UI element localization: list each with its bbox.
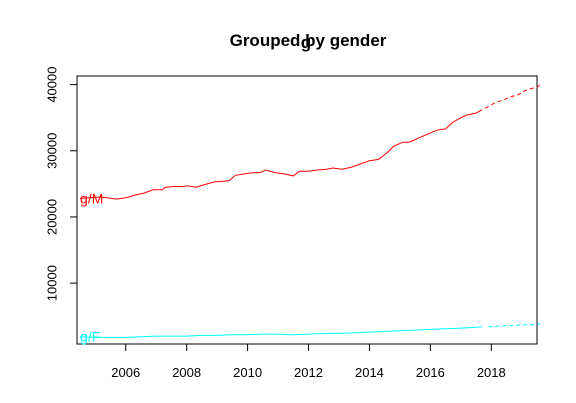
series-label-g-m: g/M	[80, 190, 103, 206]
y-axis: 10000 20000 30000 40000	[44, 67, 78, 301]
x-axis: 2006 2008 2010 2012 2014 2016 2018	[111, 343, 506, 380]
chart-title-overlay: g	[301, 33, 311, 52]
x-tick-label: 2016	[416, 365, 445, 380]
x-tick-label: 2006	[111, 365, 140, 380]
y-tick-label: 40000	[44, 67, 59, 103]
series-forecast-g-f	[488, 323, 541, 328]
x-tick-label: 2018	[477, 365, 506, 380]
chart-title: Grouped by gender	[230, 31, 387, 50]
x-tick-label: 2012	[294, 365, 323, 380]
x-tick-label: 2008	[172, 365, 201, 380]
series-forecast-g-m	[484, 84, 541, 109]
plot-frame	[76, 75, 538, 345]
series-layer: g/M g/F	[79, 84, 541, 345]
x-tick-label: 2010	[233, 365, 262, 380]
x-tick-label: 2014	[355, 365, 384, 380]
y-tick-label: 30000	[44, 133, 59, 169]
series-label-g-f: g/F	[80, 329, 100, 345]
series-line-g-m	[79, 109, 483, 200]
series-line-g-f	[79, 326, 483, 338]
y-tick-label: 20000	[44, 199, 59, 235]
y-tick-label: 10000	[44, 265, 59, 301]
